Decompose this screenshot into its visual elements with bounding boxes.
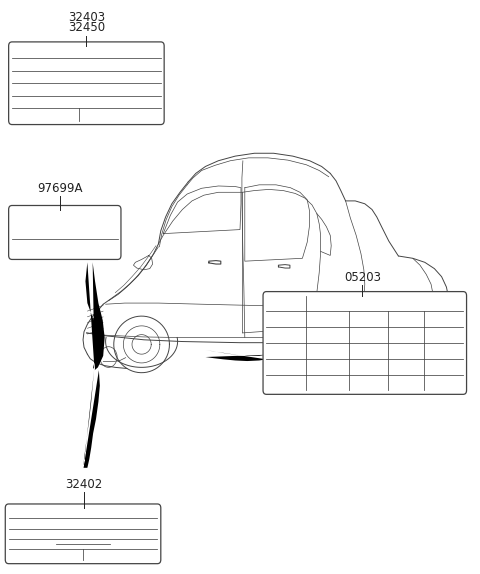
Polygon shape — [85, 262, 105, 370]
Text: 32450: 32450 — [68, 21, 105, 34]
FancyBboxPatch shape — [5, 504, 161, 564]
FancyBboxPatch shape — [263, 292, 467, 394]
Text: 05203: 05203 — [344, 271, 381, 284]
Text: 32402: 32402 — [65, 478, 103, 491]
Polygon shape — [205, 350, 266, 361]
Text: 97699A: 97699A — [37, 182, 83, 195]
Polygon shape — [84, 370, 100, 468]
FancyBboxPatch shape — [9, 42, 164, 125]
FancyBboxPatch shape — [9, 205, 121, 259]
Text: 32403: 32403 — [68, 11, 105, 24]
